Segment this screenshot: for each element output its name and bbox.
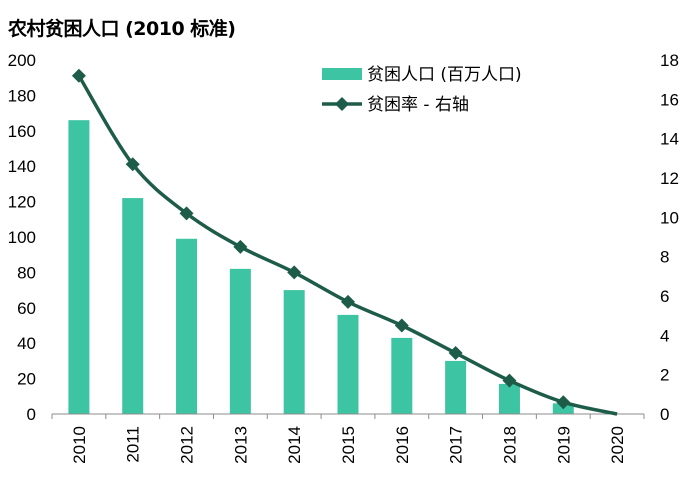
right-tick-label: 12 xyxy=(660,169,679,188)
right-tick-label: 6 xyxy=(660,287,669,306)
right-tick-label: 18 xyxy=(660,51,679,70)
line-marker-2018 xyxy=(502,373,517,388)
bar-2010 xyxy=(68,120,90,415)
category-label-2012: 2012 xyxy=(178,426,197,464)
category-label-2013: 2013 xyxy=(231,426,250,464)
bar-2011 xyxy=(122,198,144,414)
poverty-rate-line xyxy=(77,74,618,416)
right-tick-label: 0 xyxy=(660,405,669,424)
left-tick-label: 20 xyxy=(17,370,36,389)
legend: 贫困人口 (百万人口) 贫困率 - 右轴 xyxy=(322,65,522,115)
category-label-2016: 2016 xyxy=(393,426,412,464)
bar-2017 xyxy=(445,360,467,414)
category-label-2018: 2018 xyxy=(500,426,519,464)
left-tick-label: 100 xyxy=(8,228,36,247)
line-series xyxy=(71,68,618,416)
bar-2014 xyxy=(283,290,305,414)
right-axis-ticks: 0 2 4 6 8 10 12 14 16 18 xyxy=(660,51,679,424)
right-tick-label: 10 xyxy=(660,208,679,227)
line-marker-2014 xyxy=(287,265,302,280)
category-label-2014: 2014 xyxy=(285,426,304,464)
axes xyxy=(51,413,645,419)
line-marker-2013 xyxy=(233,239,248,254)
category-label-2010: 2010 xyxy=(70,426,89,464)
x-axis-ticks: 2010 2011 2012 2013 2014 2015 2016 2017 2018 2019… xyxy=(70,426,627,464)
left-tick-label: 0 xyxy=(27,405,36,424)
right-tick-label: 16 xyxy=(660,90,679,109)
line-marker-2017 xyxy=(448,346,463,361)
left-tick-label: 160 xyxy=(8,122,36,141)
line-marker-2016 xyxy=(394,318,409,333)
left-tick-label: 200 xyxy=(8,51,36,70)
bar-2016 xyxy=(391,337,413,414)
legend-line-label: 贫困率 - 右轴 xyxy=(367,95,469,115)
category-label-2019: 2019 xyxy=(554,426,573,464)
left-axis-ticks: 0 20 40 60 80 100 120 140 160 180 200 xyxy=(8,51,36,424)
line-marker-2010 xyxy=(71,68,86,83)
bar-series xyxy=(68,120,574,415)
bar-2012 xyxy=(176,238,198,414)
line-marker-2019 xyxy=(556,395,571,410)
bar-2015 xyxy=(337,314,359,414)
bar-2018 xyxy=(498,383,520,414)
left-tick-label: 140 xyxy=(8,157,36,176)
bar-2013 xyxy=(229,268,251,414)
left-tick-label: 120 xyxy=(8,193,36,212)
left-tick-label: 80 xyxy=(17,263,36,282)
right-tick-label: 2 xyxy=(660,366,669,385)
line-marker-2012 xyxy=(179,206,194,221)
left-tick-label: 60 xyxy=(17,299,36,318)
line-marker-2011 xyxy=(125,157,140,172)
category-label-2011: 2011 xyxy=(124,426,143,463)
right-tick-label: 4 xyxy=(660,326,669,345)
left-tick-label: 180 xyxy=(8,86,36,105)
chart-title: 农村贫困人口 (2010 标准) xyxy=(8,18,236,40)
category-label-2017: 2017 xyxy=(447,426,466,464)
legend-bar-label: 贫困人口 (百万人口) xyxy=(367,65,522,85)
category-label-2020: 2020 xyxy=(608,426,627,464)
category-label-2015: 2015 xyxy=(339,426,358,464)
line-marker-2015 xyxy=(341,294,355,309)
right-tick-label: 8 xyxy=(660,248,669,267)
legend-bar-swatch xyxy=(322,68,362,80)
left-tick-label: 40 xyxy=(17,334,36,353)
right-tick-label: 14 xyxy=(660,130,679,149)
legend-line-marker xyxy=(335,97,349,111)
